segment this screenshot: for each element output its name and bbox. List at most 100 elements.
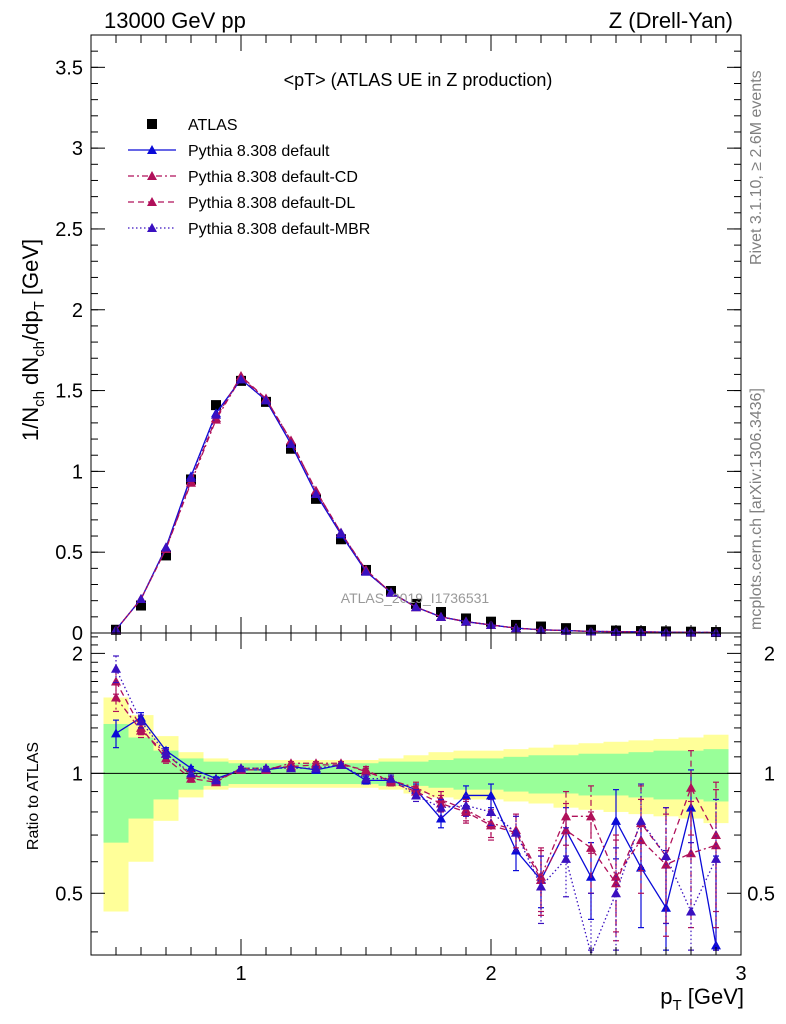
marker-mbr-11 xyxy=(386,587,396,597)
uncertainty-band-inner xyxy=(603,753,629,796)
marker-mbr-6 xyxy=(261,395,271,405)
ratio-y-tick-label-right: 0.5 xyxy=(747,883,775,905)
uncertainty-band-inner xyxy=(453,758,479,790)
ratio-marker-default-13 xyxy=(436,813,446,823)
marker-mbr-2 xyxy=(161,542,171,552)
ratio-marker-mbr-18 xyxy=(561,853,571,863)
marker-mbr-1 xyxy=(136,594,146,604)
marker-mbr-8 xyxy=(311,489,321,499)
uncertainty-band-inner xyxy=(428,760,454,788)
legend-marker-mbr xyxy=(147,223,157,232)
legend-label: Pythia 8.308 default-CD xyxy=(188,169,358,186)
y-tick-label: 3.5 xyxy=(55,57,83,79)
watermark: ATLAS_2019_I1736531 xyxy=(341,590,490,606)
ratio-marker-dl-23 xyxy=(686,782,696,792)
uncertainty-band-inner xyxy=(528,755,554,794)
ratio-plot: 0.5 0.5 1 1 2 2 1 2 3 xyxy=(55,632,775,985)
ratio-marker-mbr-13 xyxy=(436,802,446,812)
legend-label: Pythia 8.308 default-DL xyxy=(188,195,355,212)
marker-mbr-13 xyxy=(436,611,446,621)
y-tick-label: 2.5 xyxy=(55,219,83,241)
ratio-marker-mbr-4 xyxy=(211,775,221,785)
ratio-marker-default-15 xyxy=(486,790,496,800)
side-text-top: Rivet 3.1.10, ≥ 2.6M events xyxy=(748,70,765,265)
legend-label: ATLAS xyxy=(188,117,238,134)
x-tick-label: 1 xyxy=(235,963,246,985)
data-point-atlas-7 xyxy=(286,443,296,454)
uncertainty-band-inner xyxy=(553,755,579,794)
uncertainty-band-inner xyxy=(653,750,679,800)
ratio-marker-mbr-12 xyxy=(411,790,421,800)
ratio-y-tick-label-right: 2 xyxy=(764,643,775,665)
legend-label: Pythia 8.308 default-MBR xyxy=(188,221,370,238)
marker-mbr-14 xyxy=(461,616,471,626)
legend-marker-dl xyxy=(147,197,157,206)
y-tick-label: 1 xyxy=(72,461,83,483)
data-point-atlas-4 xyxy=(211,400,221,411)
marker-mbr-3 xyxy=(186,472,196,482)
ratio-marker-default-0 xyxy=(111,728,121,738)
svg-text:pT [GeV]: pT [GeV] xyxy=(660,984,744,1014)
marker-mbr-9 xyxy=(336,527,346,537)
legend-marker-default xyxy=(147,145,157,154)
marker-mbr-10 xyxy=(361,566,371,576)
ratio-marker-cd-0 xyxy=(111,692,121,702)
ratio-marker-mbr-0 xyxy=(111,663,121,673)
marker-mbr-12 xyxy=(411,602,421,612)
uncertainty-band-inner xyxy=(503,756,529,792)
y-axis-title: 1/Nch dNch/dpT [GeV] xyxy=(18,239,48,441)
ratio-marker-default-20 xyxy=(611,815,621,825)
data-point-atlas-1 xyxy=(136,600,146,611)
y-tick-label: 3 xyxy=(72,138,83,160)
ratio-marker-cd-23 xyxy=(686,848,696,858)
legend: ATLAS Pythia 8.308 default Pythia 8.308 de… xyxy=(128,117,370,238)
ratio-y-tick-label-left: 0.5 xyxy=(55,883,83,905)
ratio-marker-mbr-24 xyxy=(711,853,721,863)
ratio-marker-dl-18 xyxy=(561,825,571,835)
ratio-marker-mbr-5 xyxy=(236,763,246,773)
ratio-y-tick-label-right: 1 xyxy=(764,763,775,785)
legend-label: Pythia 8.308 default xyxy=(188,143,330,160)
header-left: 13000 GeV pp xyxy=(104,8,246,33)
data-point-atlas-2 xyxy=(161,550,171,561)
ratio-marker-mbr-15 xyxy=(486,806,496,816)
ratio-marker-dl-3 xyxy=(186,773,196,783)
main-plot: 0 0.5 1 1.5 2 2.5 3 3.5 <pT> (ATLAS UE in Z pro… xyxy=(55,34,742,645)
ratio-marker-dl-17 xyxy=(536,874,546,884)
y-tick-label: 1.5 xyxy=(55,381,83,403)
x-tick-label: 3 xyxy=(735,963,746,985)
ratio-marker-mbr-14 xyxy=(461,800,471,810)
ratio-marker-dl-10 xyxy=(361,764,371,774)
side-text-bottom: mcplots.cern.ch [arXiv:1306.3436] xyxy=(748,388,765,630)
ratio-marker-mbr-2 xyxy=(161,748,171,758)
ratio-marker-mbr-10 xyxy=(361,773,371,783)
main-plot-title: <pT> (ATLAS UE in Z production) xyxy=(284,70,553,90)
ratio-marker-mbr-6 xyxy=(261,763,271,773)
uncertainty-band-inner xyxy=(128,737,154,819)
data-point-atlas-8 xyxy=(311,493,321,504)
ratio-marker-mbr-21 xyxy=(636,815,646,825)
x-tick-label: 2 xyxy=(485,963,496,985)
ratio-y-tick-label-left: 1 xyxy=(72,763,83,785)
ratio-marker-mbr-1 xyxy=(136,716,146,726)
marker-mbr-5 xyxy=(236,374,246,384)
ratio-marker-dl-14 xyxy=(461,806,471,816)
ratio-marker-mbr-7 xyxy=(286,763,296,773)
x-axis-title: pT [GeV] xyxy=(660,984,744,1014)
ratio-marker-mbr-3 xyxy=(186,768,196,778)
ratio-y-axis-title: Ratio to ATLAS xyxy=(25,742,42,850)
data-point-atlas-9 xyxy=(336,534,346,545)
ratio-marker-mbr-20 xyxy=(611,888,621,898)
ratio-marker-mbr-11 xyxy=(386,773,396,783)
y-tick-label: 0.5 xyxy=(55,542,83,564)
ratio-marker-mbr-9 xyxy=(336,759,346,769)
legend-marker-cd xyxy=(147,171,157,180)
y-tick-label: 0 xyxy=(72,623,83,645)
ratio-marker-mbr-8 xyxy=(311,763,321,773)
ratio-marker-mbr-16 xyxy=(511,827,521,837)
y-tick-label: 2 xyxy=(72,300,83,322)
ratio-marker-mbr-17 xyxy=(536,881,546,891)
marker-mbr-4 xyxy=(211,409,221,419)
svg-text:1/Nch dNch/dpT [GeV]: 1/Nch dNch/dpT [GeV] xyxy=(18,239,48,441)
ratio-marker-mbr-23 xyxy=(686,906,696,916)
